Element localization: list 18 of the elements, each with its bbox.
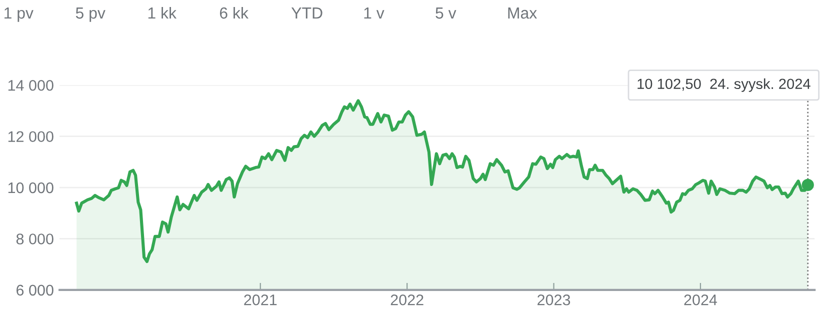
y-tick-label: 14 000 — [8, 80, 54, 91]
text: 1 pv — [4, 8, 34, 22]
y-tick-label: 12 000 — [8, 131, 54, 142]
y-tick-label: 6 000 — [16, 284, 54, 296]
text: 5 pv — [76, 8, 106, 22]
text: 5 v — [436, 8, 456, 19]
annotation: 10 102,50 24. syysk. 2024 — [638, 78, 810, 92]
y-tick-label: 10 000 — [8, 182, 54, 194]
text: 1 kk — [148, 6, 177, 19]
text: Max — [508, 8, 537, 19]
x-tick-label: 2024 — [684, 294, 718, 306]
x-tick-label: 2022 — [390, 294, 424, 306]
text: YTD — [291, 8, 322, 19]
y-tick-label: 8 000 — [16, 234, 54, 244]
text: 1 v — [364, 8, 384, 19]
x-tick-label: 2023 — [538, 294, 570, 306]
text: 6 kk — [220, 6, 248, 19]
x-tick-label: 2021 — [244, 294, 277, 306]
